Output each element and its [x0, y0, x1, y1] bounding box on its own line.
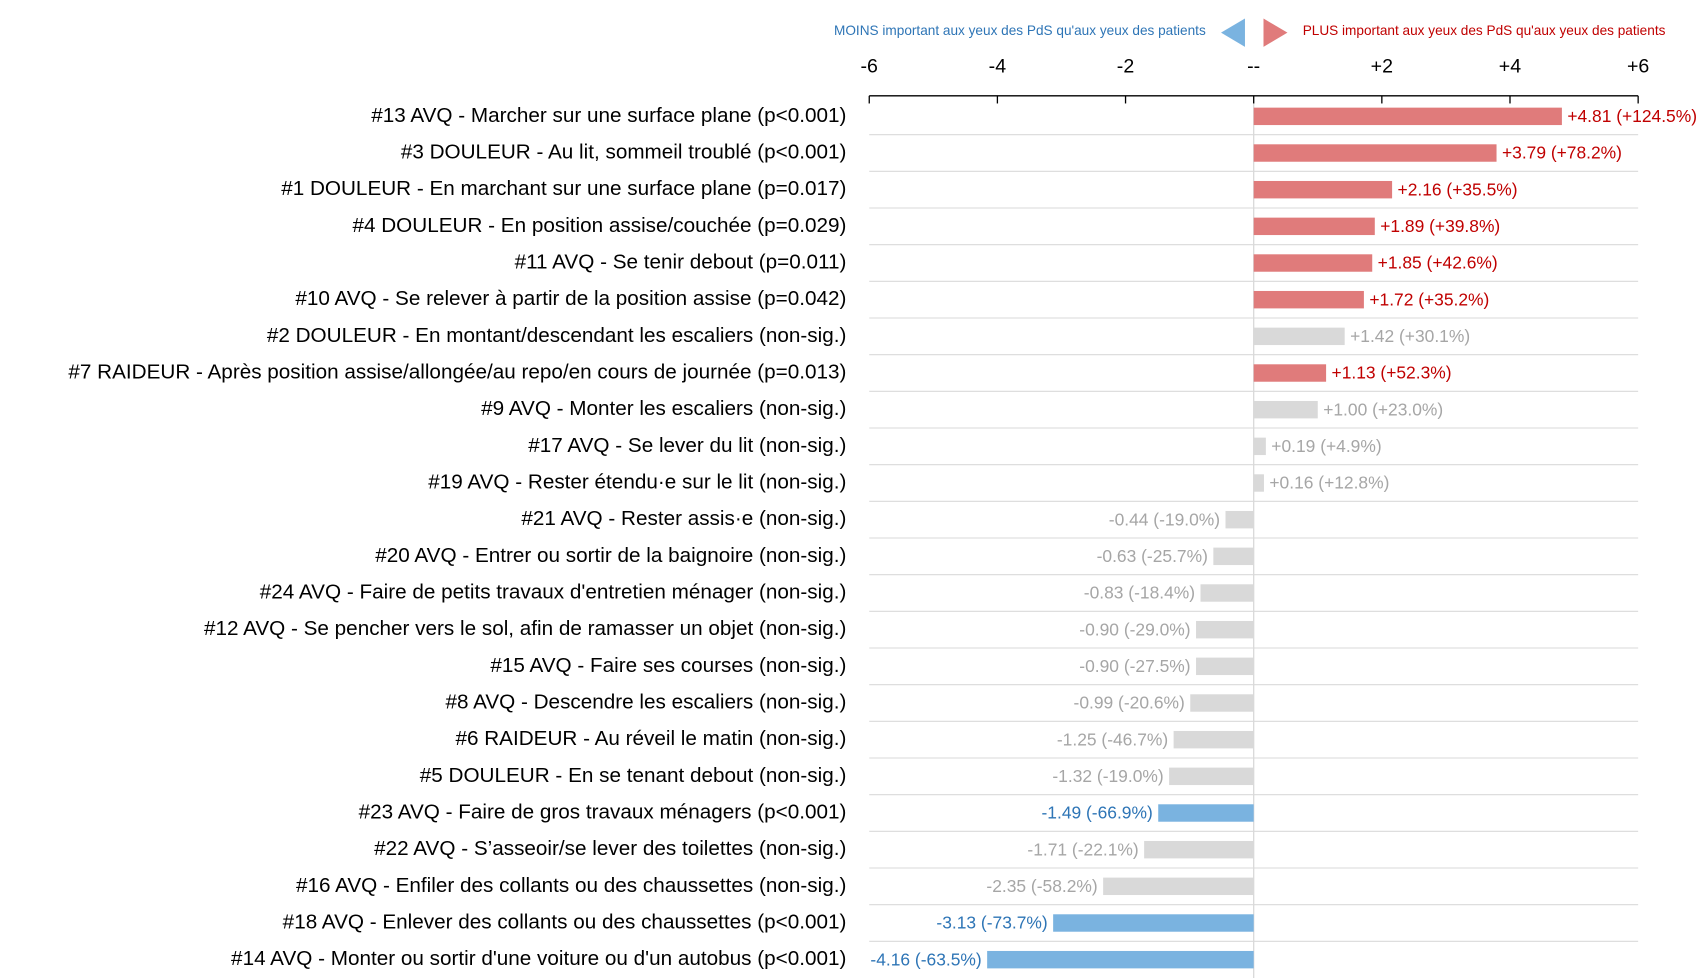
value-label: -1.32 (-19.0%)	[1052, 766, 1163, 786]
x-tick-label: +6	[1627, 56, 1649, 78]
value-label: -4.16 (-63.5%)	[870, 949, 981, 969]
value-label: -1.71 (-22.1%)	[1027, 839, 1138, 859]
category-label: #15 AVQ - Faire ses courses (non-sig.)	[490, 654, 846, 677]
category-label: #24 AVQ - Faire de petits travaux d'entr…	[260, 580, 847, 603]
bar	[1213, 547, 1254, 566]
bar	[1173, 730, 1254, 749]
category-label: #16 AVQ - Enfiler des collants ou des ch…	[296, 874, 846, 897]
category-label: #9 AVQ - Monter les escaliers (non-sig.)	[481, 397, 846, 420]
x-tick-label: --	[1247, 56, 1260, 78]
value-label: -0.63 (-25.7%)	[1097, 546, 1208, 566]
category-label: #13 AVQ - Marcher sur une surface plane …	[371, 104, 846, 127]
annotation-left: MOINS important aux yeux des PdS qu'aux …	[834, 23, 1206, 38]
value-label: -1.25 (-46.7%)	[1057, 729, 1168, 749]
category-label: #1 DOULEUR - En marchant sur une surface…	[281, 177, 846, 200]
category-label: #6 RAIDEUR - Au réveil le matin (non-sig…	[455, 727, 846, 750]
bar	[1144, 840, 1254, 859]
category-label: #17 AVQ - Se lever du lit (non-sig.)	[528, 434, 846, 457]
value-label: -0.99 (-20.6%)	[1074, 693, 1185, 713]
category-label: #2 DOULEUR - En montant/descendant les e…	[267, 324, 847, 347]
category-label: #22 AVQ - S’asseoir/se lever des toilett…	[374, 837, 846, 860]
value-label: +2.16 (+35.5%)	[1398, 179, 1518, 199]
arrow-right	[1263, 18, 1288, 47]
value-label: -0.90 (-29.0%)	[1079, 619, 1190, 639]
category-label: #4 DOULEUR - En position assise/couchée …	[352, 214, 846, 237]
bar	[1225, 510, 1254, 529]
bar	[1253, 217, 1375, 236]
value-label: +1.89 (+39.8%)	[1380, 216, 1500, 236]
value-label: +0.16 (+12.8%)	[1269, 473, 1389, 493]
bar	[1103, 877, 1254, 896]
bar	[1253, 437, 1266, 456]
x-tick-label: -4	[989, 56, 1007, 78]
value-label: +3.79 (+78.2%)	[1502, 143, 1622, 163]
category-label: #11 AVQ - Se tenir debout (p=0.011)	[515, 250, 847, 273]
arrow-left	[1221, 18, 1245, 47]
bar	[1253, 290, 1364, 309]
bar	[1200, 584, 1254, 602]
category-label: #10 AVQ - Se relever à partir de la posi…	[295, 287, 846, 310]
x-tick-label: +4	[1499, 56, 1521, 78]
value-label: +4.81 (+124.5%)	[1567, 106, 1697, 126]
bar	[1196, 657, 1254, 676]
bar	[1253, 180, 1393, 199]
bar	[1253, 144, 1497, 162]
bar	[1053, 914, 1254, 932]
category-label: #14 AVQ - Monter ou sortir d'une voiture…	[231, 947, 846, 970]
bar	[1169, 767, 1254, 786]
annotation-right: PLUS important aux yeux des PdS qu'aux y…	[1303, 23, 1666, 38]
category-label: #21 AVQ - Rester assis·e (non-sig.)	[521, 507, 846, 530]
category-label: #5 DOULEUR - En se tenant debout (non-si…	[420, 764, 847, 787]
bar	[1253, 364, 1327, 382]
bar	[1253, 254, 1373, 272]
bar	[1253, 327, 1345, 346]
value-label: +1.72 (+35.2%)	[1369, 289, 1489, 309]
bar	[987, 950, 1254, 969]
bar	[1158, 804, 1254, 822]
bar	[1253, 400, 1318, 419]
category-label: #18 AVQ - Enlever des collants ou des ch…	[283, 910, 847, 933]
value-label: +0.19 (+4.9%)	[1271, 436, 1381, 456]
category-label: #23 AVQ - Faire de gros travaux ménagers…	[359, 800, 847, 823]
value-label: +1.13 (+52.3%)	[1332, 363, 1452, 383]
category-label: #3 DOULEUR - Au lit, sommeil troublé (p<…	[401, 140, 847, 163]
x-tick-label: -6	[861, 56, 879, 78]
value-label: -0.44 (-19.0%)	[1109, 509, 1220, 529]
value-label: +1.42 (+30.1%)	[1350, 326, 1470, 346]
value-label: -1.49 (-66.9%)	[1042, 803, 1153, 823]
bar	[1196, 620, 1254, 639]
value-label: -2.35 (-58.2%)	[986, 876, 1097, 896]
bar	[1253, 474, 1264, 492]
category-label: #8 AVQ - Descendre les escaliers (non-si…	[445, 690, 846, 713]
bar	[1253, 107, 1562, 126]
x-tick-label: -2	[1117, 56, 1134, 78]
value-label: -3.13 (-73.7%)	[936, 913, 1047, 933]
category-label: #12 AVQ - Se pencher vers le sol, afin d…	[204, 617, 846, 640]
value-label: -0.83 (-18.4%)	[1084, 583, 1195, 603]
category-label: #7 RAIDEUR - Après position assise/allon…	[68, 360, 846, 383]
bar	[1190, 694, 1254, 712]
value-label: +1.00 (+23.0%)	[1323, 399, 1443, 419]
value-label: -0.90 (-27.5%)	[1079, 656, 1190, 676]
category-label: #20 AVQ - Entrer ou sortir de la baignoi…	[375, 544, 846, 567]
value-label: +1.85 (+42.6%)	[1378, 253, 1498, 273]
category-label: #19 AVQ - Rester étendu·e sur le lit (no…	[428, 470, 846, 493]
x-tick-label: +2	[1371, 56, 1393, 78]
